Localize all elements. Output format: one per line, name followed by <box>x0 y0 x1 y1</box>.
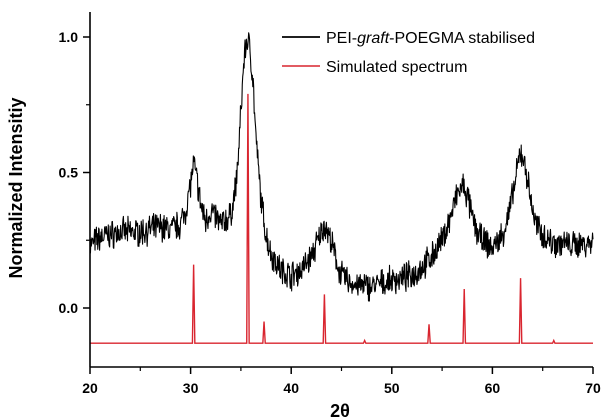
series-simulated-line <box>90 93 593 344</box>
x-tick-label: 30 <box>183 380 199 396</box>
y-tick-label: 1.0 <box>59 29 79 45</box>
legend: PEI-graft-POEGMA stabilised Simulated sp… <box>282 30 535 76</box>
x-tick-label: 40 <box>283 380 299 396</box>
y-axis-title: Normalized Intensitiy <box>6 97 26 278</box>
y-tick-label: 0.5 <box>59 165 79 181</box>
y-tick-label: 0.0 <box>59 300 79 316</box>
x-tick-label: 20 <box>82 380 98 396</box>
x-tick-label: 70 <box>585 380 601 396</box>
x-tick-label: 60 <box>485 380 501 396</box>
series-pei-graft-poegma-line <box>89 32 594 302</box>
legend-label-pei: PEI-graft-POEGMA stabilised <box>326 30 535 47</box>
legend-label-simulated: Simulated spectrum <box>326 59 467 76</box>
x-axis-title: 2θ <box>330 401 350 420</box>
x-tick-label: 50 <box>384 380 400 396</box>
